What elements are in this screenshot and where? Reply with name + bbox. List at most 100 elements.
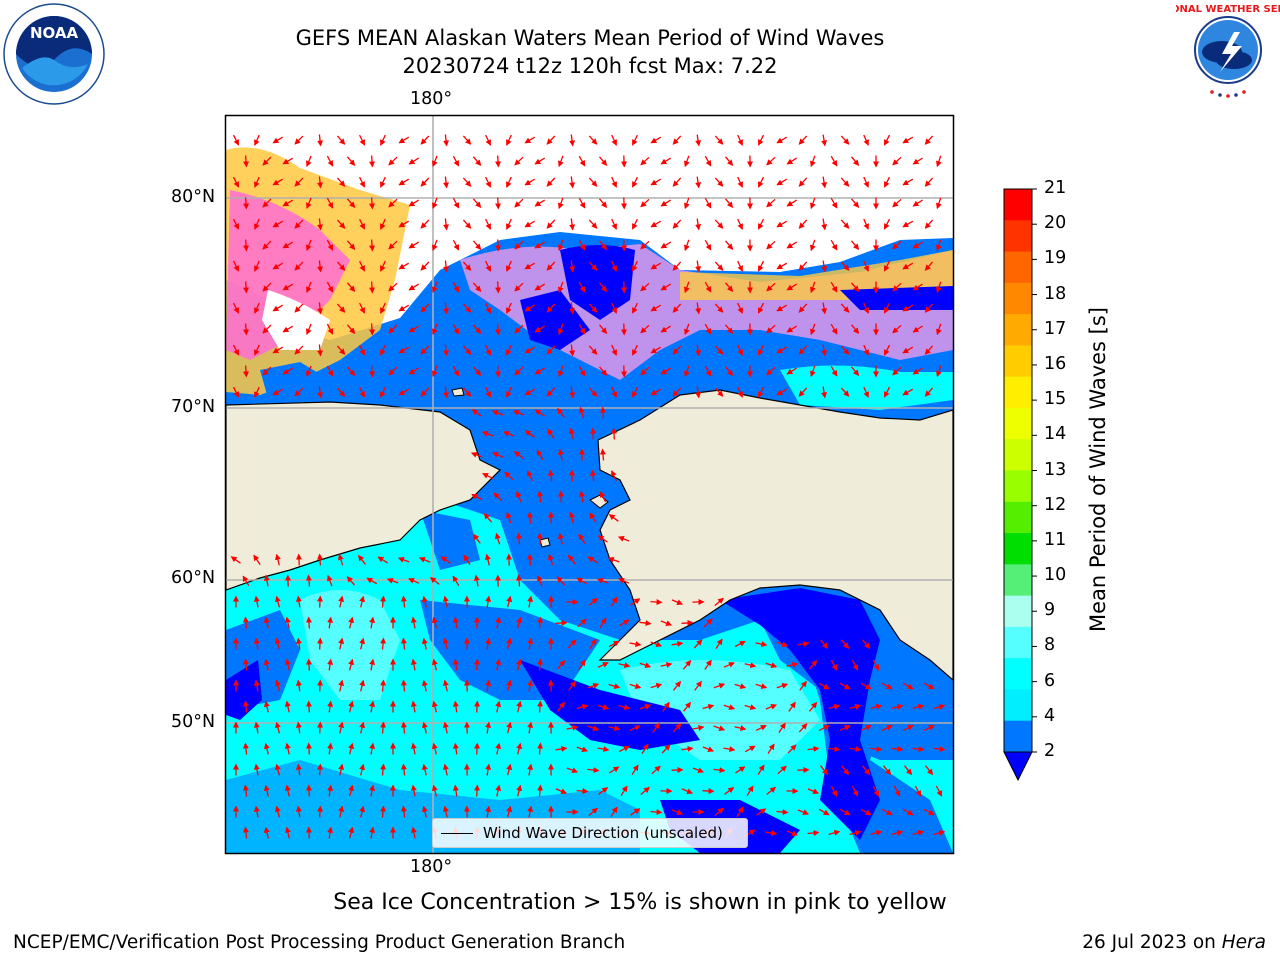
wind-wave-arrow	[776, 220, 788, 228]
wind-wave-arrow	[398, 304, 410, 312]
wind-wave-arrow	[672, 387, 682, 397]
wind-wave-arrow	[737, 134, 743, 146]
wind-wave-arrow	[516, 742, 523, 755]
wind-wave-arrow	[442, 595, 449, 608]
wind-wave-arrow	[660, 325, 672, 333]
wind-wave-arrow	[400, 595, 407, 608]
wind-wave-arrow	[452, 155, 460, 167]
wind-wave-arrow	[566, 724, 579, 731]
wind-wave-arrow	[421, 721, 428, 734]
wind-wave-arrow	[672, 723, 682, 733]
wind-wave-arrow	[713, 725, 726, 732]
wind-wave-arrow	[274, 805, 281, 818]
wind-wave-arrow	[359, 260, 365, 272]
wind-wave-arrow	[294, 387, 304, 397]
wind-wave-arrow	[481, 431, 494, 437]
wind-wave-arrow	[452, 197, 460, 209]
wind-wave-arrow	[714, 807, 724, 817]
wind-wave-arrow	[569, 344, 576, 357]
wind-wave-arrow	[682, 660, 692, 670]
wind-wave-arrow	[514, 282, 524, 292]
wind-wave-arrow	[892, 198, 902, 208]
wind-wave-arrow	[611, 260, 617, 272]
colorbar-tick-label: 4	[1044, 705, 1056, 726]
wind-wave-arrow	[893, 785, 901, 797]
wind-wave-arrow	[734, 640, 746, 648]
wind-wave-arrow	[326, 239, 334, 251]
wind-wave-arrow	[839, 808, 851, 816]
wind-wave-arrow	[765, 830, 778, 837]
wind-wave-arrow	[527, 805, 534, 818]
wind-wave-arrow	[808, 660, 818, 670]
wind-wave-arrow	[672, 177, 682, 187]
wind-wave-arrow	[881, 725, 893, 731]
wind-wave-arrow	[765, 662, 778, 668]
wind-wave-arrow	[830, 281, 838, 293]
wind-wave-arrow	[295, 553, 302, 566]
wind-wave-arrow	[892, 156, 902, 166]
wind-wave-arrow	[632, 386, 638, 398]
wind-wave-arrow	[555, 788, 568, 794]
wind-wave-arrow	[232, 176, 240, 188]
wind-wave-arrow	[242, 616, 249, 629]
colorbar-tick-label: 14	[1044, 424, 1067, 445]
wind-wave-arrow	[506, 805, 513, 818]
wind-wave-arrow	[840, 387, 850, 397]
wind-wave-arrow	[704, 323, 712, 335]
wind-wave-arrow	[400, 679, 407, 692]
wind-wave-arrow	[317, 344, 324, 357]
wind-wave-arrow	[284, 700, 291, 713]
wind-wave-arrow	[452, 281, 460, 293]
wind-wave-arrow	[578, 490, 585, 503]
wind-wave-arrow	[599, 282, 608, 292]
wind-wave-arrow	[369, 658, 376, 671]
wind-wave-arrow	[557, 155, 564, 168]
wind-wave-arrow	[588, 597, 598, 606]
wind-wave-arrow	[776, 262, 788, 270]
wind-wave-arrow	[651, 765, 661, 775]
wind-wave-arrow	[305, 658, 312, 671]
wind-wave-arrow	[506, 637, 513, 650]
wind-wave-arrow	[923, 725, 935, 731]
colorbar-segment	[1004, 595, 1032, 628]
wind-wave-arrow	[588, 303, 598, 313]
wind-wave-arrow	[527, 763, 534, 776]
wind-wave-arrow	[807, 829, 820, 836]
wind-wave-arrow	[723, 662, 735, 668]
wind-wave-arrow	[506, 595, 513, 608]
wind-wave-arrow	[632, 260, 638, 272]
wind-wave-arrow	[610, 596, 618, 608]
wind-wave-arrow	[757, 344, 765, 356]
wind-wave-arrow	[902, 304, 914, 312]
wind-wave-arrow	[482, 473, 494, 479]
wind-wave-arrow	[548, 553, 554, 566]
wind-wave-arrow	[369, 742, 376, 755]
wind-wave-arrow	[936, 155, 942, 168]
wind-wave-arrow	[821, 134, 828, 147]
wind-wave-arrow	[861, 765, 871, 776]
colorbar-tick-label: 6	[1044, 670, 1056, 691]
wind-wave-arrow	[599, 366, 608, 376]
wind-wave-arrow	[599, 156, 608, 166]
wind-wave-arrow	[380, 386, 386, 398]
wind-wave-arrow	[629, 725, 641, 731]
wind-wave-arrow	[578, 239, 586, 251]
wind-wave-arrow	[569, 260, 576, 273]
wind-wave-arrow	[597, 535, 608, 543]
wind-wave-arrow	[336, 345, 346, 355]
sea-ice-region	[226, 115, 953, 340]
wind-wave-arrow	[744, 662, 757, 669]
wind-wave-arrow	[369, 616, 376, 629]
wind-wave-arrow	[534, 199, 546, 207]
wind-wave-arrow	[474, 616, 481, 629]
wind-wave-arrow	[778, 722, 786, 733]
wind-wave-arrow	[274, 553, 281, 566]
wind-wave-arrow	[681, 788, 694, 794]
wind-wave-arrow	[703, 618, 713, 628]
wind-wave-arrow	[672, 261, 682, 271]
wind-wave-arrow	[306, 155, 312, 168]
wind-wave-arrow	[472, 198, 482, 208]
wind-wave-arrow	[776, 683, 789, 689]
wind-wave-arrow	[263, 826, 270, 839]
wind-wave-arrow	[462, 135, 472, 145]
